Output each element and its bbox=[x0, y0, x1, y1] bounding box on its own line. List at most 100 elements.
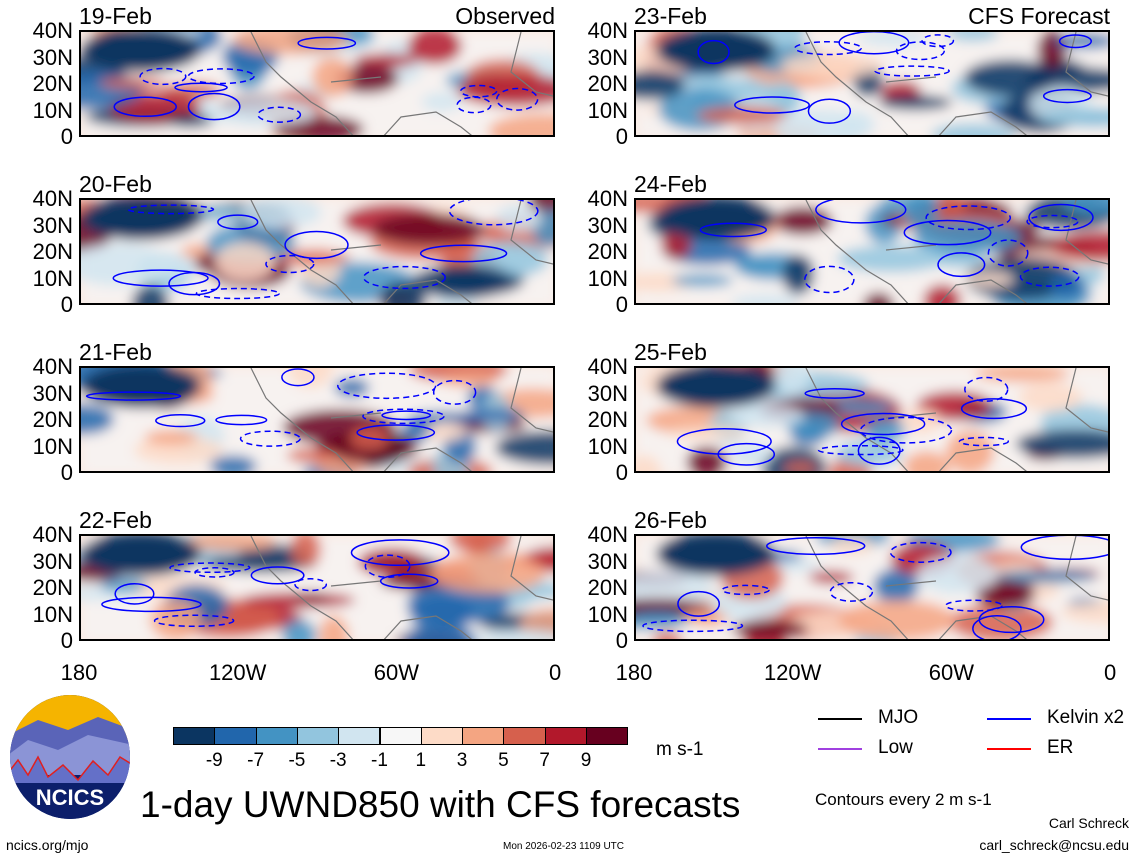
map-panel bbox=[634, 30, 1110, 137]
panel-date: 20-Feb bbox=[79, 171, 152, 197]
kelvin-contour bbox=[815, 200, 907, 224]
kelvin-contour bbox=[1042, 88, 1092, 104]
lon-tick-label: 0 bbox=[1103, 660, 1117, 685]
panel-date: 25-Feb bbox=[634, 339, 707, 365]
wind-anomaly-blob bbox=[239, 200, 322, 229]
wind-anomaly-blob bbox=[660, 229, 692, 261]
lat-tick-label: 40N bbox=[587, 186, 628, 211]
wind-anomaly-blob bbox=[917, 555, 999, 594]
panel-source-label: Observed bbox=[455, 3, 555, 29]
wind-anomaly-blob bbox=[311, 56, 353, 98]
lat-tick-label: 0 bbox=[60, 460, 73, 485]
lat-tick-label: 20N bbox=[587, 239, 628, 264]
kelvin-contour bbox=[921, 34, 955, 48]
wind-anomaly-blob bbox=[1015, 429, 1108, 459]
wind-anomaly-blob bbox=[488, 113, 553, 135]
wind-anomaly-blob bbox=[407, 32, 462, 65]
map-panel bbox=[634, 198, 1110, 305]
kelvin-contour bbox=[717, 442, 776, 466]
wind-anomaly-blob bbox=[240, 592, 356, 609]
colorbar-swatch bbox=[462, 727, 505, 745]
kelvin-contour bbox=[187, 68, 255, 85]
colorbar-swatch bbox=[503, 727, 546, 745]
lat-tick-label: 30N bbox=[587, 380, 628, 406]
kelvin-contour bbox=[676, 427, 772, 455]
coastline bbox=[250, 200, 553, 303]
wind-anomaly-blob bbox=[1060, 600, 1108, 624]
lat-tick-label: 0 bbox=[615, 628, 628, 653]
kelvin-contour bbox=[1058, 34, 1092, 49]
wind-anomaly-blob bbox=[829, 536, 874, 555]
kelvin-contour bbox=[1026, 214, 1079, 229]
kelvin-contour bbox=[448, 200, 539, 226]
lat-tick-label: 20N bbox=[587, 71, 628, 96]
lat-tick-label: 10N bbox=[587, 265, 628, 291]
kelvin-contour bbox=[101, 596, 202, 613]
lat-tick-label: 20N bbox=[32, 407, 73, 432]
kelvin-contour bbox=[139, 67, 187, 86]
map-panel bbox=[79, 30, 555, 137]
kelvin-contour bbox=[642, 619, 744, 633]
wind-anomaly-blob bbox=[334, 378, 370, 398]
legend-line-swatch bbox=[818, 748, 862, 750]
wind-anomaly-blob bbox=[149, 599, 201, 639]
wind-anomaly-blob bbox=[729, 405, 805, 427]
wind-anomaly-blob bbox=[425, 421, 468, 442]
panel-date: 23-Feb bbox=[634, 3, 707, 29]
colorbar-swatch bbox=[379, 727, 422, 745]
wind-anomaly-blob bbox=[974, 368, 1070, 383]
kelvin-contour bbox=[456, 96, 492, 114]
kelvin-contour bbox=[337, 372, 437, 400]
kelvin-contour bbox=[195, 287, 281, 300]
wind-anomaly-blob bbox=[903, 451, 950, 471]
panel-date: 26-Feb bbox=[634, 507, 707, 533]
lat-tick-label: 20N bbox=[587, 575, 628, 600]
colorbar-swatch bbox=[173, 727, 216, 745]
wind-anomaly-blob bbox=[430, 552, 546, 594]
kelvin-contour bbox=[239, 430, 301, 447]
figure-title: 1-day UWND850 with CFS forecasts bbox=[140, 784, 741, 825]
kelvin-contour bbox=[838, 32, 910, 55]
kelvin-contour bbox=[699, 222, 768, 238]
wind-anomaly-blob bbox=[200, 204, 241, 223]
colorbar-label: -7 bbox=[247, 750, 265, 771]
lat-tick-label: 20N bbox=[587, 407, 628, 432]
map-panel bbox=[79, 198, 555, 305]
kelvin-contour bbox=[859, 416, 953, 444]
lat-tick-label: 40N bbox=[587, 522, 628, 547]
wind-anomaly-blob bbox=[873, 568, 919, 604]
kelvin-contour bbox=[297, 36, 357, 50]
kelvin-contour bbox=[944, 599, 1003, 612]
colorbar-swatch bbox=[544, 727, 587, 745]
site-link[interactable]: ncics.org/mjo bbox=[6, 837, 89, 853]
wind-anomaly-blob bbox=[372, 213, 487, 246]
lat-tick-label: 0 bbox=[60, 628, 73, 653]
kelvin-contour bbox=[432, 379, 477, 405]
colorbar-label: 9 bbox=[580, 750, 592, 771]
wind-anomaly-blob bbox=[184, 536, 278, 552]
lat-tick-label: 0 bbox=[615, 292, 628, 317]
lat-tick-label: 0 bbox=[60, 124, 73, 149]
coastline bbox=[250, 536, 553, 639]
panel-date: 21-Feb bbox=[79, 339, 152, 365]
colorbar-swatch bbox=[214, 727, 257, 745]
wind-anomaly-blob bbox=[808, 570, 854, 584]
wind-anomaly-blob bbox=[730, 293, 801, 303]
lat-tick-label: 30N bbox=[32, 548, 73, 574]
kelvin-contour bbox=[215, 414, 268, 426]
kelvin-contour bbox=[697, 39, 730, 65]
coastline bbox=[250, 32, 553, 135]
coastline bbox=[805, 536, 1108, 639]
wind-anomaly-blob bbox=[836, 245, 947, 273]
wind-anomaly-blob bbox=[286, 448, 335, 463]
kelvin-contour bbox=[112, 269, 209, 287]
map-panel bbox=[79, 534, 555, 641]
lon-tick-label: 0 bbox=[548, 660, 562, 685]
wind-anomaly-blob bbox=[826, 399, 894, 416]
colorbar-swatch bbox=[586, 727, 629, 745]
kelvin-contour bbox=[1019, 266, 1080, 287]
wind-anomaly-blob bbox=[912, 219, 1022, 256]
author-email[interactable]: carl_schreck@ncsu.edu bbox=[979, 837, 1129, 853]
legend-label: MJO bbox=[878, 707, 919, 728]
legend-label: Kelvin x2 bbox=[1047, 707, 1125, 728]
